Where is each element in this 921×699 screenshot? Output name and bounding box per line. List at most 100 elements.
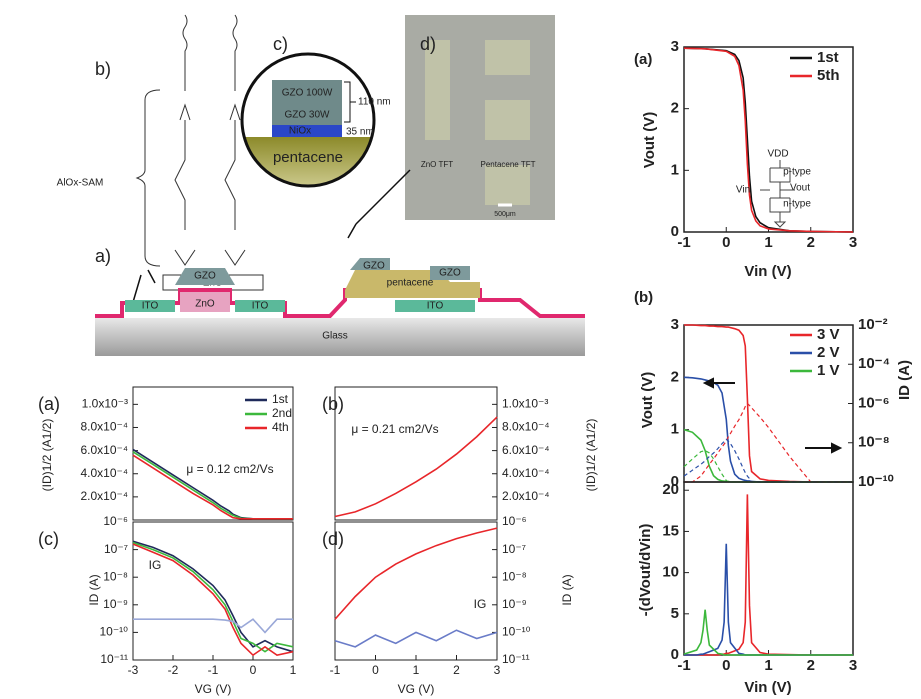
x-axis-label: VG (V): [195, 682, 232, 696]
y-tick-label: 15: [662, 522, 679, 539]
arrow: [702, 377, 735, 389]
sam-structure: [135, 14, 246, 267]
curve: [683, 47, 854, 233]
annotation: IG: [149, 558, 162, 572]
photo-label: ZnO TFT: [421, 160, 453, 169]
annotation: Vout: [790, 183, 810, 194]
y-tick-label: 10⁻¹¹: [100, 652, 128, 666]
y-axis-label: ID (A): [87, 574, 101, 605]
y-tick-label: 2: [671, 368, 679, 385]
y-tick-label: 10⁻⁸: [502, 569, 527, 583]
y-tick-label: 10⁻²: [858, 316, 888, 333]
y-tick-label: 0: [671, 223, 679, 240]
device-label: GZO: [363, 261, 385, 272]
y-tick-label: 5: [671, 605, 679, 622]
current-curve: [683, 438, 853, 483]
current-curve: [684, 402, 853, 483]
panel-label: (b): [634, 289, 653, 306]
thickness: 35 nm: [346, 127, 374, 138]
y-tick-label: 2.0x10⁻⁴: [502, 489, 550, 503]
ito: [395, 300, 475, 312]
curve: [334, 527, 498, 620]
y-tick-label: 2: [671, 100, 679, 117]
plot-frame: [334, 386, 498, 521]
y-axis-label: ID (A): [560, 574, 574, 605]
annotation: μ = 0.12 cm2/Vs: [186, 462, 273, 476]
legend-label: 1 V: [817, 362, 840, 379]
x-tick-label: 2: [807, 657, 815, 674]
y-axis-label: (ID)1/2 (A1/2): [40, 419, 54, 492]
annotation: n-type: [783, 199, 811, 210]
device-label: ZnO: [195, 299, 215, 310]
y-tick-label: 3: [671, 38, 679, 55]
curve: [684, 494, 853, 656]
ito: [235, 300, 285, 312]
gzo: [350, 258, 470, 280]
x-tick-label: 2: [453, 663, 460, 677]
plot-frame: [334, 521, 498, 661]
stack-label: NiOx: [289, 126, 311, 137]
curve: [132, 543, 294, 657]
curve: [334, 629, 498, 648]
x-tick-label: 1: [290, 663, 297, 677]
x-tick-label: 3: [494, 663, 501, 677]
y-axis-label: Vout (V): [639, 372, 656, 428]
x-tick-label: 1: [764, 657, 772, 674]
annotation: μ = 0.21 cm2/Vs: [351, 422, 438, 436]
y-tick-label: 1: [671, 421, 679, 438]
device-diagram: b) AlOx-SAM ZnO c) GZO 100W GZO 30W NiOx…: [57, 14, 585, 356]
x-axis-label: Vin (V): [744, 679, 791, 696]
y-tick-label: 6.0x10⁻⁴: [502, 443, 550, 457]
curve: [683, 609, 853, 656]
plot-frame: [683, 481, 854, 656]
y-tick-label: 10⁻⁶: [103, 514, 128, 528]
x-tick-label: 0: [250, 663, 257, 677]
annotation: p-type: [783, 167, 811, 178]
device-label: Glass: [322, 331, 348, 342]
x-tick-label: 1: [413, 663, 420, 677]
annotation: VDD: [767, 149, 788, 160]
panel-label: c): [273, 34, 288, 54]
panel-label: b): [95, 59, 111, 79]
curve: [683, 428, 853, 483]
thickness: 110 nm: [358, 97, 391, 108]
glass: [95, 318, 585, 356]
x-axis-label: Vin (V): [744, 263, 791, 280]
legend-label: 5th: [817, 67, 840, 84]
curve: [334, 416, 498, 518]
legend-label: 1st: [272, 392, 289, 406]
y-tick-label: 10⁻⁹: [502, 597, 527, 611]
y-tick-label: 10⁻⁸: [103, 569, 128, 583]
x-tick-label: 3: [849, 234, 857, 251]
legend-label: 2nd: [272, 406, 292, 420]
annotation: Vin: [736, 185, 750, 196]
annotation: IG: [474, 597, 487, 611]
panel-label: (a): [634, 51, 652, 68]
device-label: ITO: [252, 301, 269, 312]
legend-label: 3 V: [817, 326, 840, 343]
panel-label: (c): [38, 529, 59, 549]
ito: [125, 300, 175, 312]
plot-frame: [132, 386, 294, 521]
photo-label: 500μm: [494, 211, 516, 218]
y-tick-label: 1: [671, 161, 679, 178]
x-axis-label: VG (V): [398, 682, 435, 696]
curve: [132, 541, 294, 653]
device-label: pentacene: [387, 278, 434, 289]
curve: [132, 540, 294, 653]
y-tick-label: 10⁻¹⁰: [502, 625, 531, 639]
panel-label: (b): [322, 394, 344, 414]
curve: [132, 448, 293, 520]
y-axis-label: ID (A): [896, 360, 913, 400]
legend-label: 2 V: [817, 344, 840, 361]
y-tick-label: 4.0x10⁻⁴: [502, 466, 550, 480]
y-tick-label: 8.0x10⁻⁴: [502, 420, 550, 434]
brace: [344, 81, 356, 123]
zno: [180, 292, 230, 312]
inset-circle: [240, 52, 376, 188]
y-tick-label: 10⁻⁴: [858, 355, 890, 372]
y-tick-label: 10: [662, 564, 679, 581]
y-tick-label: 8.0x10⁻⁴: [80, 420, 128, 434]
arrow: [805, 442, 843, 454]
